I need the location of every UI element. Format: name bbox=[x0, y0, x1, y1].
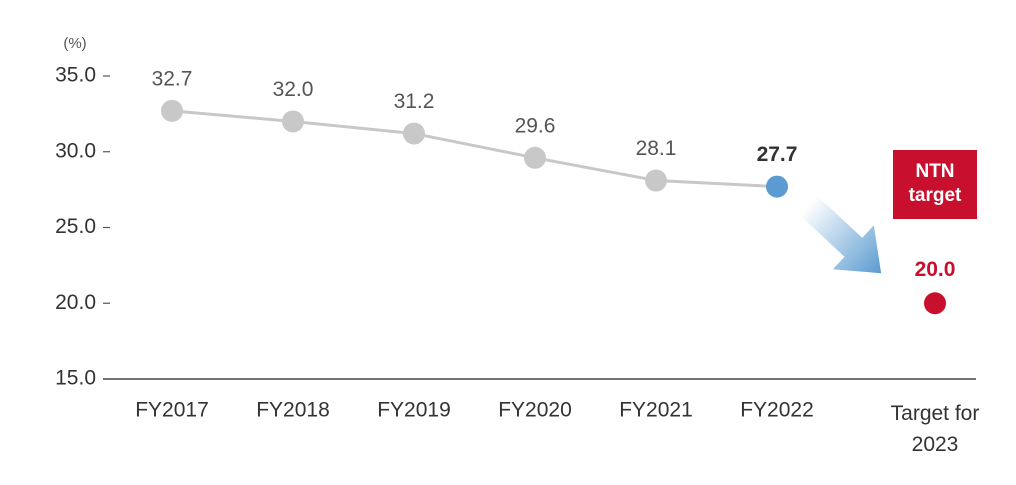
y-tick-label: 15.0 bbox=[55, 367, 96, 390]
target-badge-label: NTN target bbox=[908, 161, 962, 206]
arrow bbox=[799, 195, 882, 274]
point bbox=[403, 122, 425, 145]
line bbox=[171, 109, 778, 189]
point bbox=[524, 146, 546, 169]
point bbox=[282, 110, 304, 133]
target-point bbox=[924, 292, 946, 315]
y-tick-label: 35.0 bbox=[55, 64, 96, 87]
x-tick-label: FY2022 bbox=[740, 399, 814, 422]
target-badge bbox=[893, 150, 977, 219]
target-value-label: 20.0 bbox=[915, 258, 956, 281]
value-label: 31.2 bbox=[394, 90, 435, 113]
value-label: 29.6 bbox=[515, 114, 556, 137]
value-label: 32.0 bbox=[273, 78, 314, 101]
y-tick-label: 30.0 bbox=[55, 139, 96, 162]
x-tick-label: FY2021 bbox=[619, 399, 693, 422]
value-label: 27.7 bbox=[757, 143, 798, 166]
point bbox=[161, 99, 183, 122]
x-tick-label-box: Target for 2023 bbox=[890, 402, 980, 456]
target-badge-label-box: NTN target bbox=[908, 161, 962, 206]
x-tick-label: Target for 2023 bbox=[890, 402, 980, 456]
x-tick-label: FY2018 bbox=[256, 399, 330, 422]
unit-label: (%) bbox=[63, 35, 86, 52]
value-label: 28.1 bbox=[636, 137, 677, 160]
value-label: 32.7 bbox=[152, 67, 193, 90]
y-tick-label: 20.0 bbox=[55, 291, 96, 314]
x-tick-label: FY2020 bbox=[498, 399, 572, 422]
x-tick-label: FY2017 bbox=[135, 399, 209, 422]
x-tick-label: FY2019 bbox=[377, 399, 451, 422]
point bbox=[766, 175, 788, 198]
point bbox=[645, 169, 667, 192]
y-tick-label: 25.0 bbox=[55, 215, 96, 238]
